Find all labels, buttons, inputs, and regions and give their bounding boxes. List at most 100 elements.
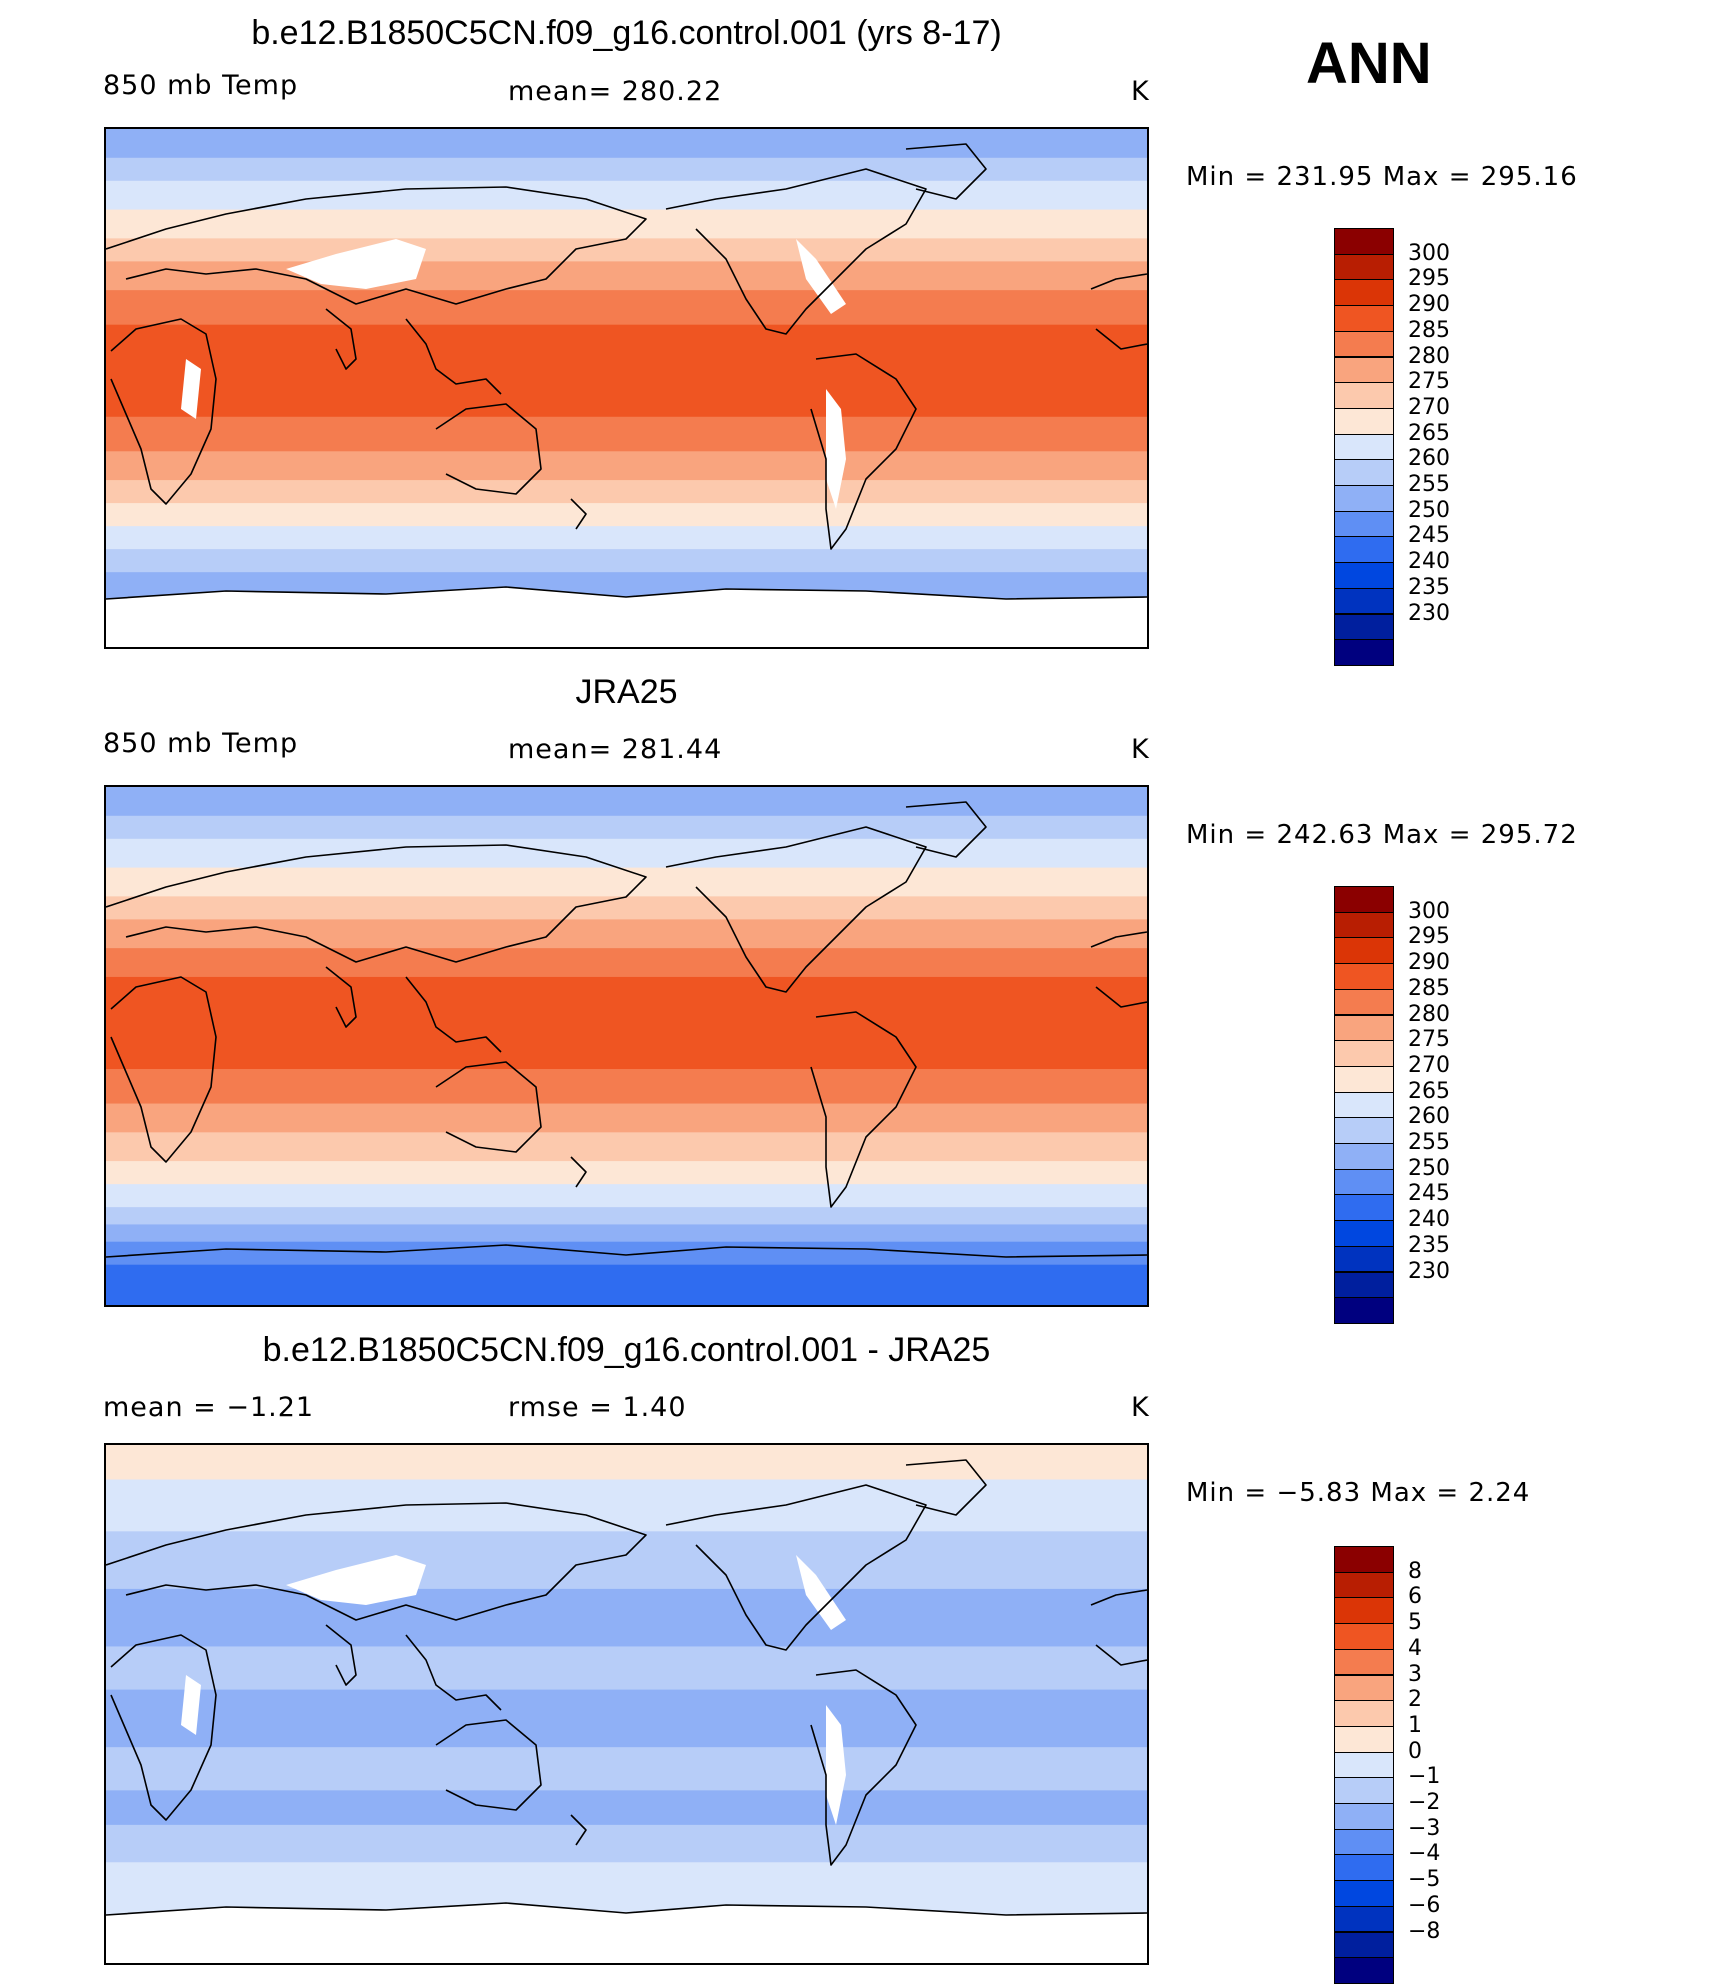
masked-land <box>796 239 846 314</box>
coastline <box>405 318 502 395</box>
panel-1-title: b.e12.B1850C5CN.f09_g16.control.001 (yrs… <box>251 14 1002 52</box>
colorbar-swatch <box>1334 1803 1394 1830</box>
panel-2-map <box>104 785 1149 1307</box>
colorbar-swatch <box>1334 330 1394 358</box>
coastline <box>435 1061 542 1153</box>
colorbar-swatch <box>1334 459 1394 486</box>
contour-band <box>106 324 1147 418</box>
contour-band <box>106 1103 1147 1134</box>
contour-band <box>106 480 1147 505</box>
contour-band <box>106 1445 1147 1481</box>
coastline <box>106 586 1147 600</box>
contour-band <box>106 1161 1147 1186</box>
contour-band <box>106 1862 1147 1913</box>
coastline <box>106 844 647 963</box>
coastline <box>325 966 357 1028</box>
coastline <box>1095 986 1147 1008</box>
contour-band <box>106 261 1147 292</box>
contour-band <box>106 1132 1147 1163</box>
colorbar-swatch <box>1334 562 1394 589</box>
coastline <box>665 1484 927 1651</box>
colorbar-tick-label: 260 <box>1408 1104 1450 1130</box>
contour-band <box>106 180 1147 211</box>
contour-band <box>106 129 1147 159</box>
colorbar-tick-label: 235 <box>1408 1232 1450 1258</box>
coastline <box>665 168 927 335</box>
colorbar-tick-label: 270 <box>1408 1052 1450 1078</box>
colorbar-tick-label: 280 <box>1408 1001 1450 1027</box>
colorbar-swatch <box>1334 253 1394 281</box>
colorbar-swatch <box>1334 305 1394 332</box>
colorbar-tick-label: −8 <box>1408 1918 1441 1944</box>
coastline <box>435 403 542 495</box>
colorbar-tick-label: 300 <box>1408 898 1450 924</box>
colorbar-swatch <box>1334 1700 1394 1727</box>
masked-land <box>796 1555 846 1630</box>
contour-band <box>106 1224 1147 1243</box>
colorbar-swatch <box>1334 613 1394 641</box>
colorbar-tick-label: −2 <box>1408 1790 1441 1815</box>
contour-band <box>106 1824 1147 1864</box>
masked-land <box>286 239 426 289</box>
colorbar-tick-label: 260 <box>1408 446 1450 472</box>
contour-band <box>106 867 1147 898</box>
panel-3-units: K <box>1131 1392 1150 1423</box>
colorbar-tick-label: 245 <box>1408 523 1450 549</box>
colorbar-swatch <box>1334 1751 1394 1779</box>
colorbar-tick-label: 235 <box>1408 574 1450 600</box>
colorbar-swatch <box>1334 1117 1394 1144</box>
colorbar-swatch <box>1334 937 1394 965</box>
colorbar-tick-label: −4 <box>1408 1841 1441 1867</box>
coastline <box>405 1634 502 1711</box>
panel-2-mean: mean= 281.44 <box>508 734 723 765</box>
contour-band <box>106 451 1147 482</box>
colorbar-swatch <box>1334 1777 1394 1804</box>
coastline <box>905 801 987 858</box>
coastline <box>570 1156 587 1188</box>
colorbar-tick-label: −6 <box>1408 1892 1441 1918</box>
coastline <box>1090 273 1147 290</box>
colorbar-tick-label: 0 <box>1408 1738 1422 1764</box>
contour-band <box>106 209 1147 240</box>
contour-band <box>106 290 1147 326</box>
colorbar-swatch <box>1334 1194 1394 1222</box>
contour-band <box>106 526 1147 551</box>
colorbar-tick-label: 270 <box>1408 394 1450 420</box>
colorbar-tick-label: 3 <box>1408 1661 1422 1687</box>
coastline <box>325 308 357 370</box>
coastline <box>110 976 217 1163</box>
colorbar-tick-label: 1 <box>1408 1712 1422 1738</box>
colorbar-tick-label: 285 <box>1408 317 1450 343</box>
panel-1-units: K <box>1131 76 1150 107</box>
panel-2-minmax: Min = 242.63 Max = 295.72 <box>1186 820 1578 850</box>
colorbar-swatch <box>1334 1674 1394 1702</box>
colorbar-swatch <box>1334 1040 1394 1067</box>
contour-band <box>106 1747 1147 1792</box>
colorbar-tick-label: 4 <box>1408 1635 1422 1661</box>
coastline <box>810 1669 917 1866</box>
contour-band <box>106 416 1147 453</box>
coastline <box>665 826 927 993</box>
colorbar-swatch <box>1334 1546 1394 1573</box>
map-canvas <box>106 129 1147 647</box>
colorbar-swatch <box>1334 1220 1394 1247</box>
contour-band <box>106 919 1147 950</box>
panel-2-units: K <box>1131 734 1150 765</box>
colorbar-swatch <box>1334 279 1394 307</box>
coastline <box>1095 1644 1147 1666</box>
map-canvas <box>106 1445 1147 1963</box>
panel-3-mean: mean = −1.21 <box>103 1392 315 1423</box>
panel-2-colorbar: 300 295 290 285 280 275 270 265 260 255 250 245 240 2… <box>1334 886 1450 1324</box>
masked-land <box>181 359 201 419</box>
panel-3-colorbar: 8 6 5 4 3 2 1 0 −1 −2 −3 −4 −5 −6 −8 <box>1334 1546 1440 1984</box>
panel-3-title: b.e12.B1850C5CN.f09_g16.control.001 - JR… <box>262 1331 991 1369</box>
colorbar-tick-label: 290 <box>1408 950 1450 976</box>
coastline <box>405 976 502 1053</box>
coastline <box>110 318 217 505</box>
colorbar-swatch <box>1334 228 1394 255</box>
colorbar-tick-label: 250 <box>1408 1155 1450 1181</box>
panel-1-colorbar: 300 295 290 285 280 275 270 265 260 255 250 245 240 2… <box>1334 228 1450 666</box>
contour-band <box>106 1479 1147 1533</box>
colorbar-swatch <box>1334 1725 1394 1753</box>
colorbar-swatch <box>1334 433 1394 461</box>
